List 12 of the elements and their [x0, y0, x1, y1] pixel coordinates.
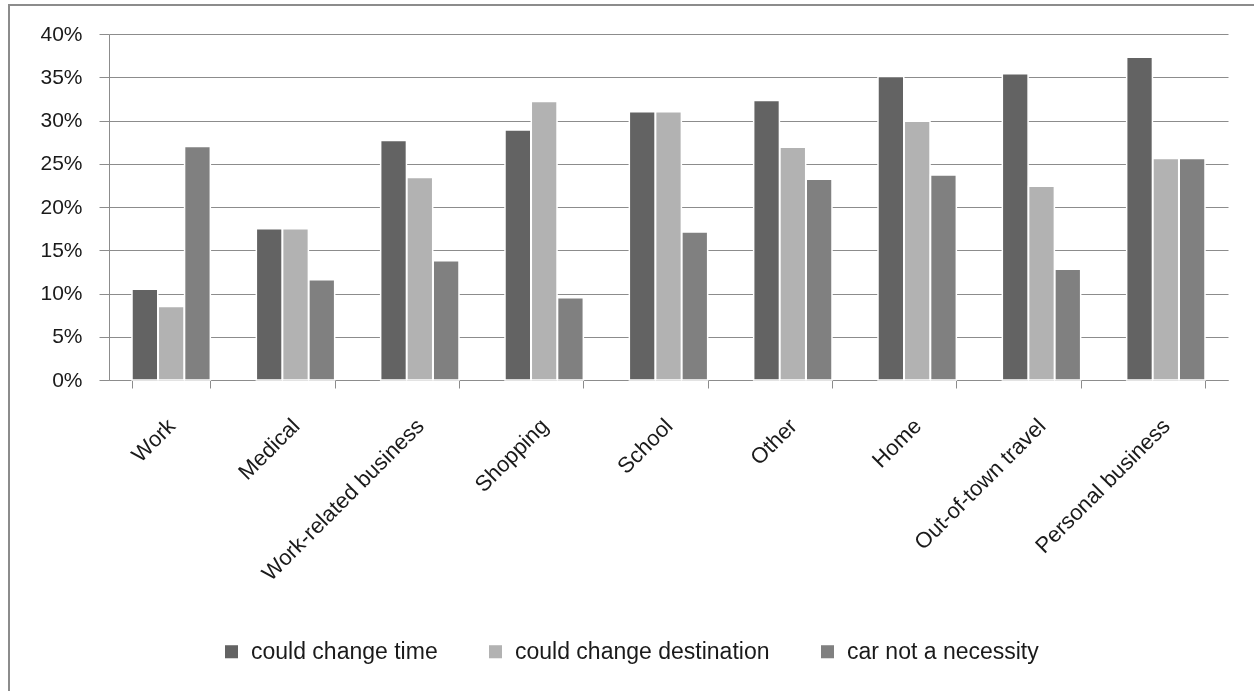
y-tick-label: 30%	[40, 108, 83, 131]
legend-label: could change destination	[515, 637, 770, 664]
y-tick-label: 0%	[52, 367, 83, 391]
y-tick-label: 25%	[40, 151, 83, 175]
legend-label: car not a necessity	[847, 637, 1040, 664]
legend-label: could change time	[251, 637, 438, 664]
y-tick-label: 15%	[40, 237, 83, 261]
y-tick-label: 20%	[40, 194, 83, 218]
y-tick-label: 5%	[52, 324, 83, 348]
y-tick-label: 35%	[40, 64, 83, 88]
y-tick-label: 10%	[40, 281, 83, 304]
y-tick-label: 40%	[40, 21, 83, 45]
